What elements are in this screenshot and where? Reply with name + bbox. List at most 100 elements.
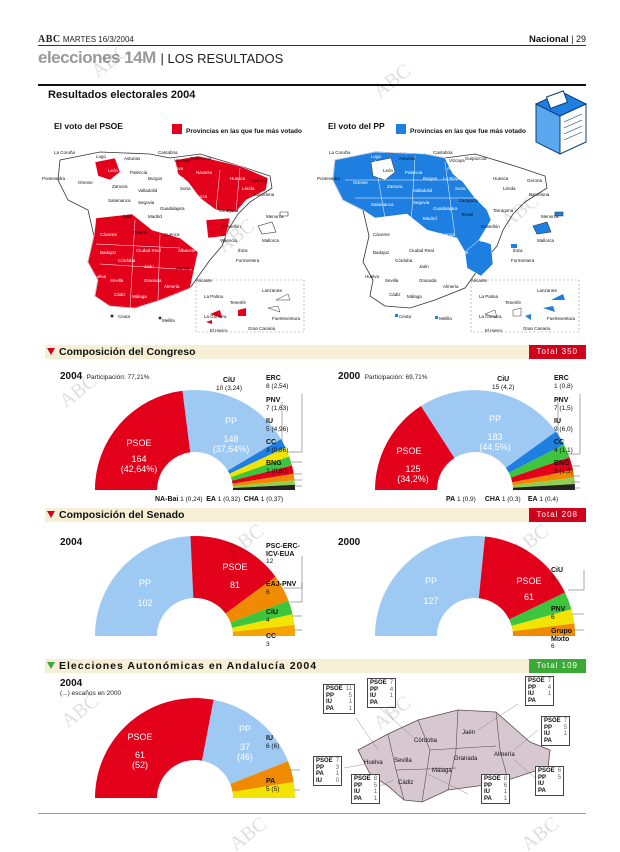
thick-rule (38, 84, 586, 86)
svg-text:Pontevedra: Pontevedra (42, 176, 66, 181)
psoe-senado-2000-seats: 61 (524, 592, 534, 602)
svg-text:Formentera: Formentera (511, 258, 535, 263)
prov-sevilla: Sevilla (394, 758, 412, 764)
svg-text:Melilla: Melilla (162, 318, 175, 323)
congreso-bar: Composición del Congreso Total 350 (45, 345, 586, 359)
seg-pnv-2000 (508, 444, 570, 478)
label-iu-2004: IU 5 (4,96) (266, 418, 289, 433)
svg-text:Jaén: Jaén (419, 264, 429, 269)
seats-box-huelva: PSOE 7 PP 3 PA 1 IU 0 (313, 756, 343, 787)
svg-text:La Palma: La Palma (479, 294, 499, 299)
svg-text:Lanzarote: Lanzarote (537, 288, 558, 293)
svg-text:Tarragona: Tarragona (218, 208, 239, 213)
congreso-2004-year: 2004 (60, 371, 83, 382)
ballot-box-icon (534, 90, 588, 155)
legend-swatch-psoe (172, 123, 182, 134)
psoe-andalucia-seats: 61 (135, 750, 145, 760)
main-title: Resultados electorales 2004 (48, 89, 196, 101)
seg-ciu-2000 (505, 431, 564, 473)
label-pnv-senado-2004: EAJ-PNV 6 (266, 581, 297, 596)
pp-andalucia-name: PP (239, 724, 251, 734)
svg-text:La Coruña: La Coruña (54, 150, 76, 155)
bottom-rule (38, 813, 586, 814)
label-pnv-2004: PNV 7 (1,63) (266, 397, 289, 412)
psoe-senado-2004-seats: 81 (230, 580, 240, 590)
svg-text:Badajoz: Badajoz (100, 250, 117, 255)
psoe-senado-2000-name: PSOE (516, 576, 541, 586)
svg-text:Huesca: Huesca (493, 176, 509, 181)
svg-text:Segovia: Segovia (413, 200, 430, 205)
svg-text:La Rioja: La Rioja (443, 176, 460, 181)
congreso-2000-year: 2000 (338, 371, 361, 382)
prov-jaen: Jaén (462, 730, 475, 736)
svg-text:Alicante: Alicante (196, 278, 213, 283)
label-erc-2004: ERC 8 (2,54) (266, 375, 289, 390)
psoe-2004-pct: (42,64%) (121, 464, 158, 474)
seg-pp-andalucia (202, 699, 288, 784)
svg-text:Barcelona: Barcelona (254, 192, 275, 197)
seg-pp-senado-2004 (95, 536, 194, 636)
seg-iu-2000 (510, 457, 573, 483)
svg-text:Valencia: Valencia (479, 238, 496, 243)
svg-text:Albacete: Albacete (178, 248, 196, 253)
svg-text:Ciudad Real: Ciudad Real (409, 248, 434, 253)
congreso-title: Composición del Congreso (59, 346, 196, 358)
svg-text:Gerona: Gerona (252, 178, 268, 183)
svg-text:Gerona: Gerona (527, 178, 543, 183)
pp-andalucia-prev: (46) (237, 752, 253, 762)
svg-text:Tarragona: Tarragona (493, 208, 514, 213)
svg-text:Guipúzcoa: Guipúzcoa (190, 156, 212, 161)
svg-text:Ceuta: Ceuta (399, 314, 412, 319)
svg-text:Córdoba: Córdoba (395, 258, 413, 263)
senado-bar: Composición del Senado Total 208 (45, 508, 586, 522)
svg-text:Madrid: Madrid (423, 216, 437, 221)
watermark: ABC (517, 812, 564, 852)
seg-ciu-senado-2004 (232, 614, 295, 632)
senado-total: Total 208 (528, 508, 586, 522)
map-pp-legend: Provincias en las que fue más votado (396, 120, 526, 138)
label-cc-senado-2004: CC 3 (266, 633, 277, 648)
svg-text:Pontevedra: Pontevedra (317, 176, 341, 181)
svg-text:Melilla: Melilla (439, 316, 452, 321)
svg-text:Cádiz: Cádiz (114, 292, 126, 297)
svg-text:Lugo: Lugo (371, 154, 382, 159)
prov-huelva: Huelva (364, 760, 383, 766)
svg-text:Ibiza: Ibiza (238, 248, 248, 253)
pp-senado-2000-name: PP (425, 576, 437, 586)
label-cc-2000: CC 4 (1,1) (554, 439, 573, 454)
top-rule (38, 45, 586, 46)
congreso-2004-hemicycle: PSOE 164 (42,64%) PP 148 (37,64%) (95, 390, 296, 490)
svg-text:Granada: Granada (144, 278, 162, 283)
pp-senado-2004-seats: 102 (137, 598, 152, 608)
svg-text:Toledo: Toledo (134, 230, 148, 235)
seg-pnv-2004 (230, 456, 292, 481)
seg-pa-andalucia (232, 782, 295, 798)
label-ciu-senado-2004: CiU 4 (266, 609, 279, 624)
pp-andalucia-seats: 37 (240, 742, 250, 752)
svg-text:Salamanca: Salamanca (371, 202, 394, 207)
svg-text:Vizcaya: Vizcaya (449, 158, 465, 163)
svg-text:Lérida: Lérida (503, 186, 516, 191)
svg-text:León: León (383, 168, 394, 173)
seg-small-2004 (233, 484, 296, 490)
issue-date: MARTES 16/3/2004 (62, 35, 134, 44)
label-iu-andalucia: IU 6 (6) (266, 735, 280, 750)
congreso-2000-hemicycle: PSOE 125 (34,2%) PP 183 (44,5%) (375, 390, 575, 490)
svg-text:Guadalajara: Guadalajara (433, 206, 458, 211)
seats-box-jaen: PSOE 7 PP 4 IU 1 PA (525, 676, 555, 707)
pp-2004-pct: (37,64%) (213, 444, 250, 454)
seg-psoe-2004-b (95, 390, 191, 490)
svg-text:Huelva: Huelva (92, 274, 107, 279)
svg-text:Gran Canaria: Gran Canaria (248, 326, 276, 331)
svg-text:Formentera: Formentera (236, 258, 260, 263)
svg-text:Segovia: Segovia (138, 200, 155, 205)
svg-text:Ibiza: Ibiza (513, 248, 523, 253)
pp-senado-2000-seats: 127 (423, 596, 438, 606)
svg-text:Cuenca: Cuenca (439, 232, 455, 237)
pp-2000-name: PP (489, 414, 501, 424)
seg-erc-2004 (229, 447, 290, 478)
svg-text:La Gomera: La Gomera (204, 314, 227, 319)
svg-text:Álava: Álava (172, 165, 184, 171)
